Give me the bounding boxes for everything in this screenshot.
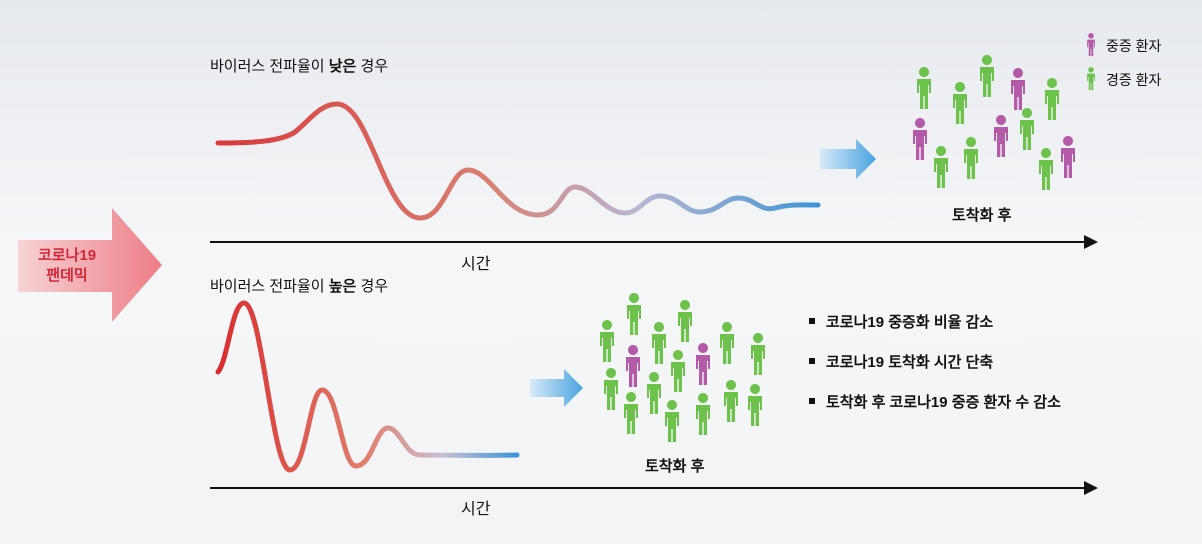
person-icon: [1011, 68, 1025, 110]
person-icon: [1045, 78, 1059, 120]
person-icon: [953, 82, 967, 124]
text: 경우: [356, 278, 389, 295]
result-label: 토착화 후: [645, 458, 705, 475]
scenario-label: 바이러스 전파율이 높은 경우: [210, 275, 388, 296]
emphasis: 높은: [328, 278, 357, 295]
person-icon: [964, 137, 978, 179]
person-icon: [720, 322, 734, 364]
person-icon: [652, 322, 666, 364]
bullet: [809, 398, 815, 404]
person-icon: [1039, 148, 1053, 190]
text: 경우: [356, 58, 389, 75]
legend-label: 중증 환자: [1106, 38, 1162, 54]
person-icon: [624, 392, 638, 434]
person-icon: [724, 380, 738, 422]
text: 바이러스 전파율이: [210, 278, 329, 295]
wave-high: [215, 300, 520, 473]
person-icon: [748, 384, 762, 426]
person-icon: [671, 350, 685, 392]
person-icon: [678, 300, 692, 342]
person-icon: [1020, 108, 1034, 150]
person-icon: [913, 118, 927, 160]
outcome: 코로나19 토착화 시간 단축: [826, 354, 994, 371]
legend-label: 경증 환자: [1106, 72, 1162, 88]
person-icon: [626, 345, 640, 387]
person-icon: [665, 400, 679, 442]
person-icon: [1087, 33, 1095, 57]
axis-label: 시간: [461, 501, 491, 518]
pandemic-arrow: [18, 208, 162, 322]
person-icon: [934, 146, 948, 188]
person-icon: [1087, 67, 1095, 91]
result-arrow: [530, 369, 583, 407]
outcome: 코로나19 중증화 비율 감소: [826, 314, 994, 331]
axis-label: 시간: [461, 256, 491, 273]
person-icon: [627, 293, 641, 335]
axis-arrowhead: [1084, 235, 1098, 249]
wave-low: [215, 101, 821, 221]
person-icon: [1061, 136, 1075, 178]
person-icon: [751, 333, 765, 375]
person-icon: [696, 343, 710, 385]
line: 코로나19: [37, 247, 97, 264]
person-icon: [604, 368, 618, 410]
bullet: [809, 358, 815, 364]
scenario-label: 바이러스 전파율이 낮은 경우: [210, 55, 388, 76]
outcome: 토착화 후 코로나19 중증 환자 수 감소: [826, 394, 1061, 411]
person-icon: [696, 393, 710, 435]
result-arrow: [820, 139, 876, 179]
person-icon: [917, 67, 931, 109]
person-icon: [647, 372, 661, 414]
result-label: 토착화 후: [952, 207, 1012, 224]
emphasis: 낮은: [328, 58, 357, 75]
axis-arrowhead: [1084, 481, 1098, 495]
person-icon: [994, 115, 1008, 157]
pandemic-label: 코로나19 팬데믹: [22, 246, 112, 286]
person-icon: [980, 55, 994, 97]
line: 팬데믹: [46, 267, 88, 284]
person-icon: [600, 320, 614, 362]
bullet: [809, 318, 815, 324]
text: 바이러스 전파율이: [210, 58, 329, 75]
